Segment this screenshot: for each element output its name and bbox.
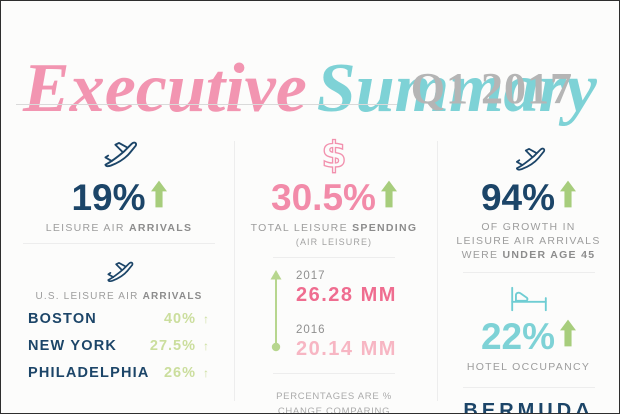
column-divider — [437, 141, 438, 401]
spending-value: 30.5% — [271, 177, 376, 218]
airplane-icon — [104, 141, 137, 168]
up-arrow-icon — [150, 180, 167, 208]
page-title: Executive Summary — [23, 50, 597, 127]
growth-label: OF GROWTH IN LEISURE AIR ARRIVALS WERE U… — [456, 221, 601, 262]
column-divider — [234, 141, 235, 401]
up-arrow-icon — [380, 180, 397, 208]
airplane-icon — [515, 147, 545, 171]
city-value: 40% ↑ — [163, 311, 210, 328]
section-divider — [273, 373, 395, 375]
timeline-arrow-icon — [270, 270, 282, 352]
leisure-arrivals-label: LEISURE AIR ARRIVALS — [45, 222, 193, 234]
title-word-executive: Executive — [23, 49, 307, 127]
city-value: 26% ↑ — [163, 365, 210, 382]
spending-label: TOTAL LEISURE SPENDING — [250, 222, 418, 234]
section-divider — [462, 386, 595, 388]
stat-spending: 30.5% — [241, 179, 427, 216]
list-item-new-york: NEW YORK 27.5% ↑ — [28, 338, 210, 354]
city-name: NEW YORK — [28, 338, 118, 355]
up-arrow-icon: ↑ — [203, 366, 210, 381]
up-arrow-icon — [560, 319, 577, 346]
column-growth-hotel: 94% OF GROWTH IN LEISURE AIR ARRIVALS WE… — [441, 136, 616, 414]
timeline-year: 2017 — [296, 270, 326, 283]
us-arrivals-heading: U.S. LEISURE AIR ARRIVALS — [35, 291, 203, 303]
dollar-icon: $ — [321, 133, 348, 175]
stat-leisure-arrivals: 19% — [19, 179, 219, 216]
city-name: PHILADELPHIA — [28, 365, 150, 382]
spending-sublabel: (AIR LEISURE) — [295, 237, 373, 248]
hotel-occupancy-label: HOTEL OCCUPANCY — [466, 360, 591, 373]
column-leisure-arrivals: 19% LEISURE AIR ARRIVALS U.S. LEISURE AI… — [19, 133, 219, 392]
section-divider — [273, 257, 395, 259]
city-name: BOSTON — [28, 311, 97, 328]
list-item-boston: BOSTON 40% ↑ — [28, 311, 210, 327]
leisure-arrivals-value: 19% — [71, 177, 146, 218]
city-value: 27.5% ↑ — [149, 338, 210, 355]
timeline-amount-2017: 26.28 MM — [296, 284, 397, 307]
title-rule — [16, 104, 397, 105]
hotel-occupancy-value: 22% — [480, 315, 556, 357]
timeline-labels: 2017 26.28 MM 2016 20.14 MM — [296, 270, 397, 359]
bermuda-logo: BERMUDΔ — [463, 399, 594, 414]
stat-growth: 94% — [441, 179, 616, 216]
up-arrow-icon: ↑ — [203, 339, 210, 354]
bed-icon — [510, 286, 547, 311]
percentages-footnote: PERCENTAGES ARE % CHANGE COMPARING 2016 … — [276, 391, 392, 414]
column-spending: $ 30.5% TOTAL LEISURE SPENDING (AIR LEIS… — [241, 131, 427, 414]
period-label: Q1 2017 — [410, 64, 573, 113]
stat-hotel-occupancy: 22% — [441, 318, 616, 355]
timeline-year: 2016 — [296, 324, 326, 337]
us-arrivals-list: BOSTON 40% ↑ NEW YORK 27.5% ↑ PHILADELPHIA… — [28, 311, 210, 381]
spending-timeline: 2017 26.28 MM 2016 20.14 MM — [269, 270, 427, 359]
up-arrow-icon: ↑ — [203, 312, 210, 327]
up-arrow-icon — [560, 180, 577, 208]
section-divider — [23, 243, 215, 245]
list-item-philadelphia: PHILADELPHIA 26% ↑ — [28, 365, 210, 381]
growth-value: 94% — [480, 177, 556, 218]
airplane-icon — [107, 261, 134, 283]
title-word-summary: Summary — [316, 49, 597, 127]
svg-text:$: $ — [321, 133, 346, 175]
timeline-amount-2016: 20.14 MM — [296, 338, 397, 361]
section-divider — [462, 271, 595, 273]
